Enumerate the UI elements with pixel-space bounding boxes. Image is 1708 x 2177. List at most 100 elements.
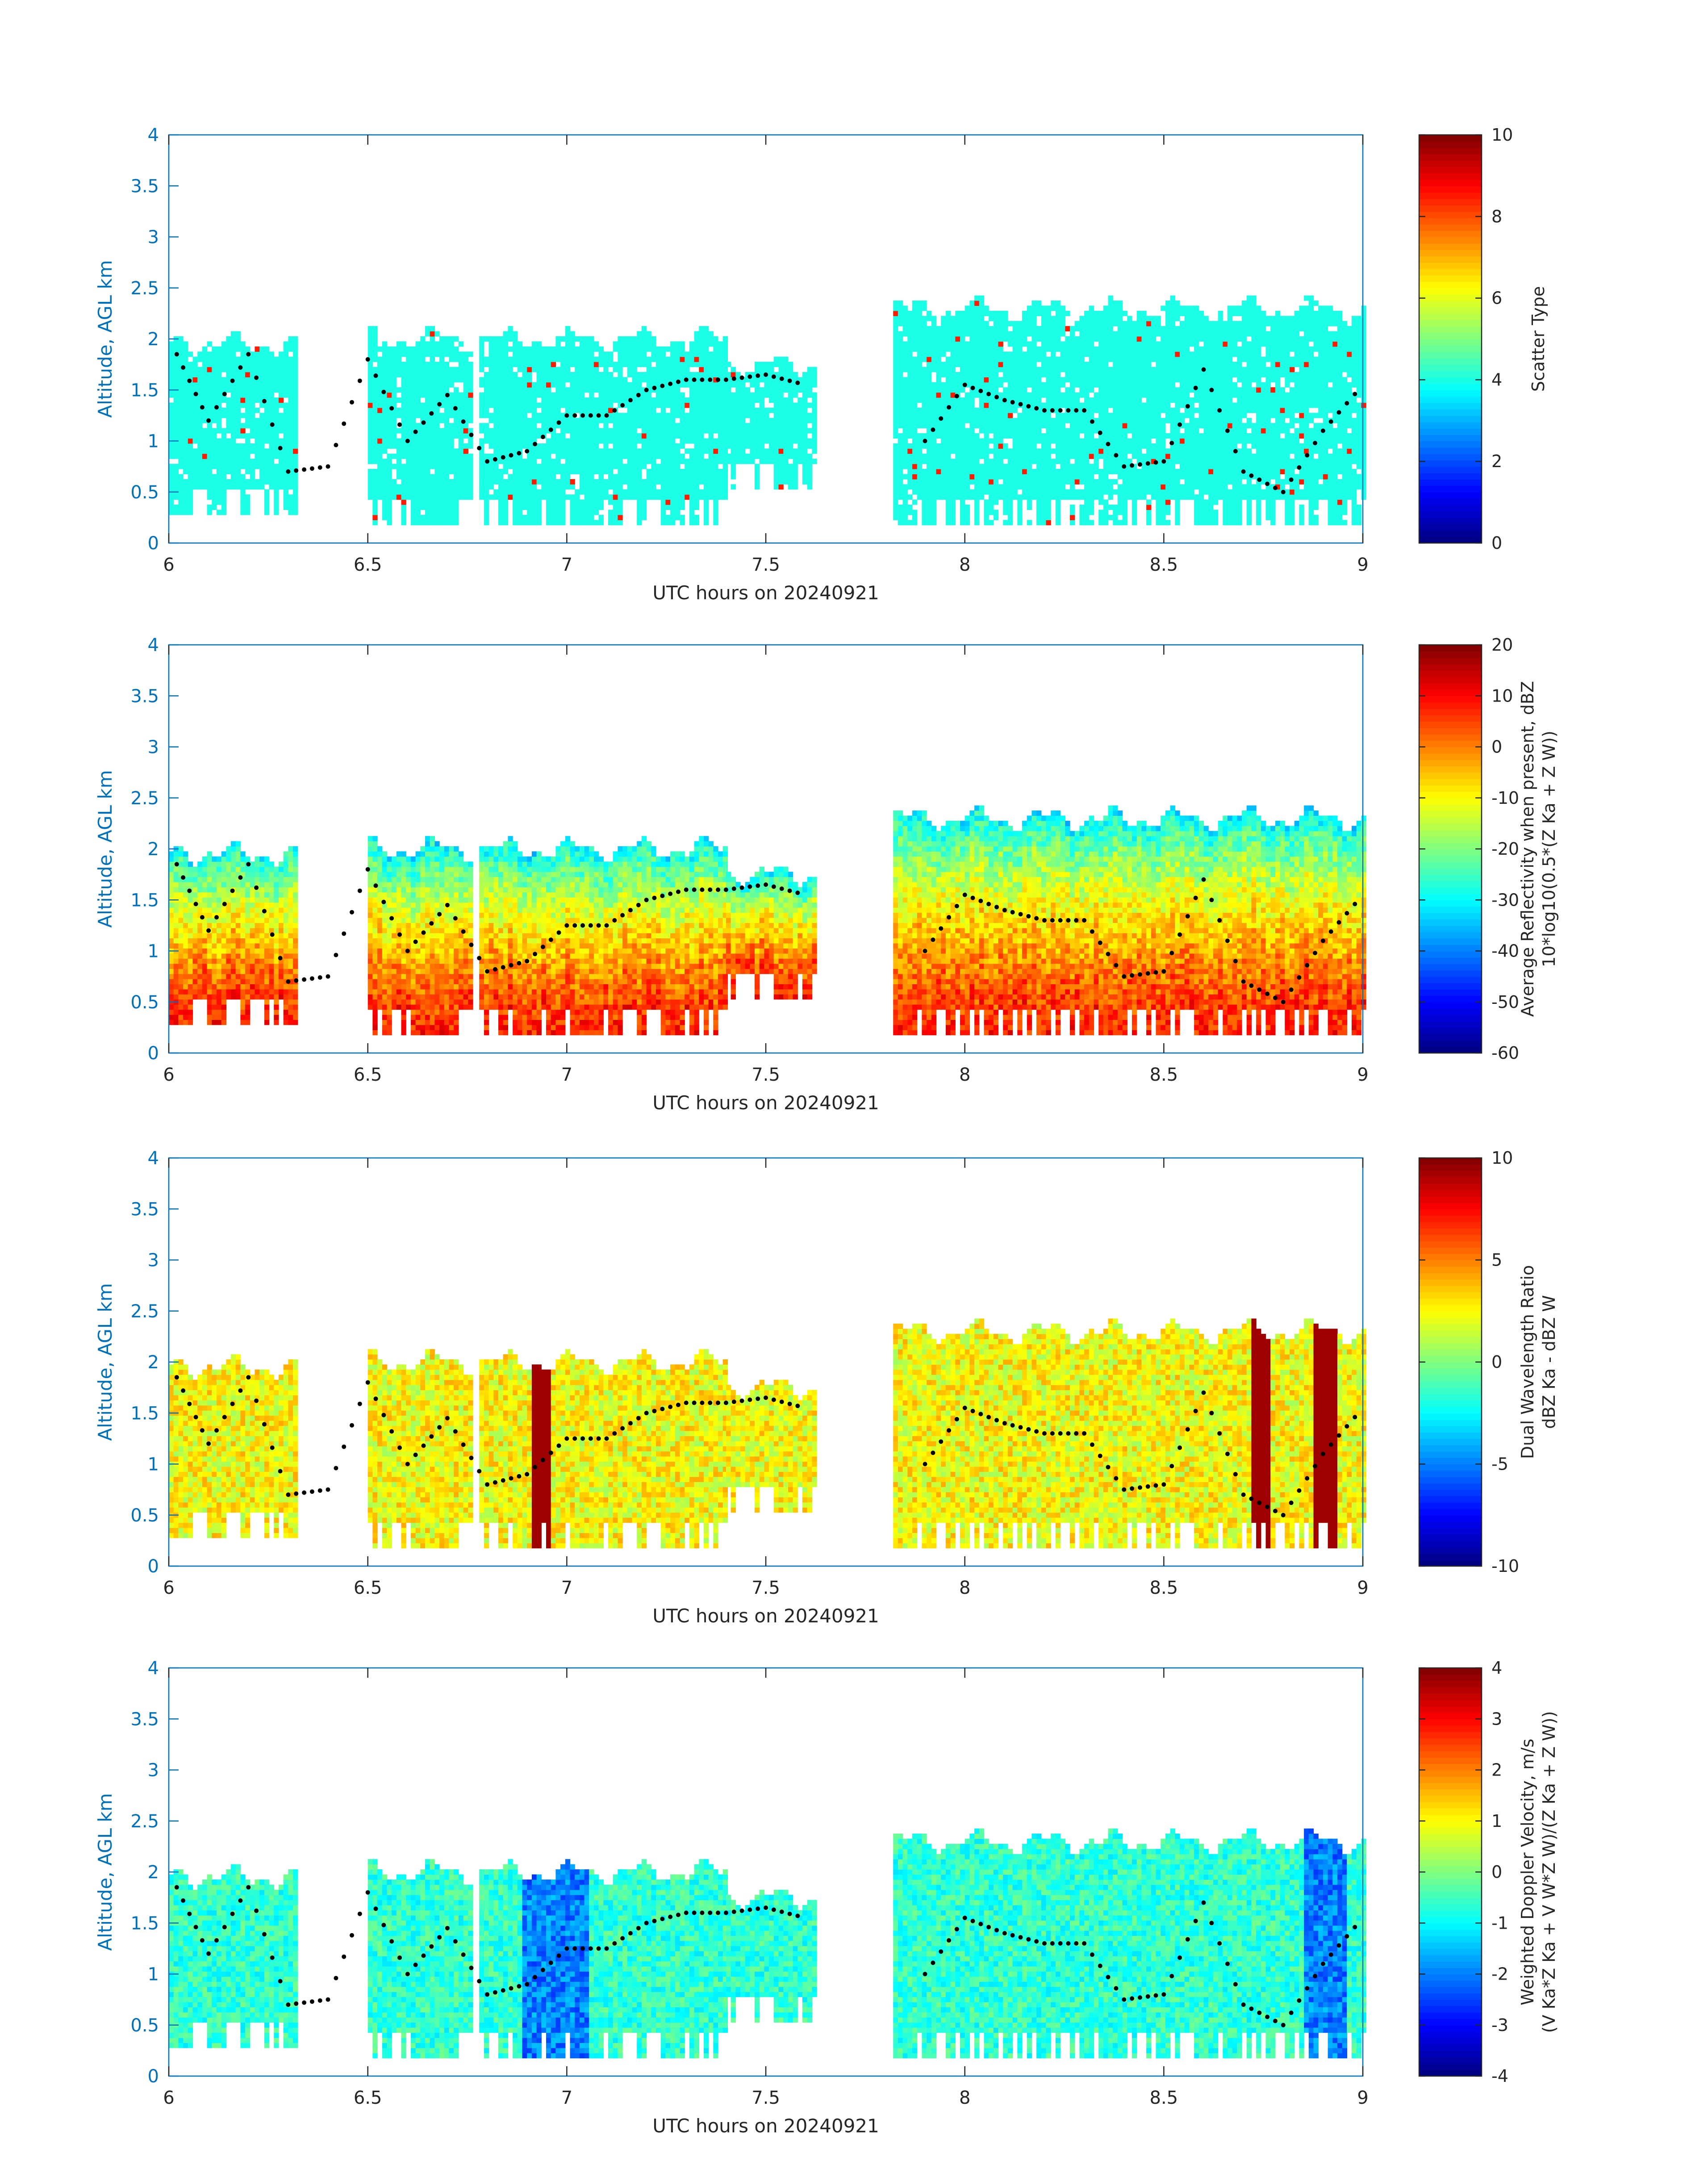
heatmap-cell bbox=[637, 387, 642, 393]
heatmap-cell bbox=[647, 362, 651, 367]
heatmap-cell bbox=[565, 351, 570, 357]
heatmap-cell bbox=[694, 372, 699, 377]
heatmap-cell bbox=[642, 377, 647, 382]
heatmap-cell bbox=[656, 362, 661, 367]
heatmap-cell bbox=[293, 464, 298, 469]
heatmap-cell bbox=[555, 443, 560, 449]
heatmap-cell bbox=[169, 382, 174, 388]
heatmap-cell bbox=[522, 433, 527, 439]
heatmap-cell bbox=[508, 362, 513, 367]
heatmap-cell bbox=[174, 510, 179, 515]
heatmap-cell bbox=[236, 387, 241, 393]
heatmap-cell bbox=[377, 423, 382, 428]
heatmap-cell bbox=[293, 372, 298, 377]
heatmap-cell bbox=[245, 448, 250, 454]
heatmap-cell bbox=[382, 484, 387, 489]
heatmap-cell bbox=[498, 387, 503, 393]
heatmap-cell bbox=[546, 489, 551, 495]
heatmap-cell bbox=[670, 433, 675, 439]
heatmap-cell bbox=[518, 362, 522, 367]
heatmap-cell bbox=[713, 448, 718, 454]
heatmap-cell bbox=[518, 377, 522, 382]
heatmap-cell bbox=[632, 403, 637, 408]
heatmap-cell bbox=[377, 489, 382, 495]
heatmap-cell bbox=[264, 362, 269, 367]
heatmap-cell bbox=[464, 489, 468, 495]
heatmap-cell bbox=[193, 362, 198, 367]
heatmap-cell bbox=[627, 428, 632, 434]
heatmap-cell bbox=[642, 433, 647, 439]
heatmap-cell bbox=[430, 326, 435, 331]
heatmap-cell bbox=[231, 372, 236, 377]
heatmap-cell bbox=[551, 489, 556, 495]
heatmap-cell bbox=[532, 413, 537, 418]
heatmap-cell bbox=[647, 393, 651, 398]
heatmap-cell bbox=[174, 403, 179, 408]
heatmap-cell bbox=[565, 387, 570, 393]
heatmap-cell bbox=[647, 372, 651, 377]
heatmap-cell bbox=[594, 479, 599, 485]
heatmap-cell bbox=[675, 484, 680, 489]
heatmap-cell bbox=[212, 357, 217, 362]
heatmap-cell bbox=[599, 393, 604, 398]
heatmap-cell bbox=[675, 469, 680, 474]
heatmap-cell bbox=[439, 357, 444, 362]
heatmap-cell bbox=[551, 500, 556, 505]
heatmap-cell bbox=[387, 459, 392, 464]
heatmap-cell bbox=[212, 484, 217, 489]
heatmap-cell bbox=[618, 520, 622, 525]
heatmap-cell bbox=[279, 484, 284, 489]
heatmap-cell bbox=[675, 448, 680, 454]
heatmap-cell bbox=[484, 413, 489, 418]
heatmap-cell bbox=[546, 520, 551, 525]
heatmap-cell bbox=[392, 377, 397, 382]
heatmap-cell bbox=[212, 443, 217, 449]
heatmap-cell bbox=[459, 351, 464, 357]
heatmap-cell bbox=[468, 474, 473, 480]
heatmap-cell bbox=[372, 393, 377, 398]
heatmap-cell bbox=[585, 433, 589, 439]
heatmap-cell bbox=[608, 372, 613, 377]
heatmap-cell bbox=[231, 382, 236, 388]
heatmap-cell bbox=[425, 423, 430, 428]
heatmap-cell bbox=[240, 454, 245, 459]
heatmap-cell bbox=[565, 469, 570, 474]
heatmap-cell bbox=[560, 393, 565, 398]
heatmap-cell bbox=[651, 464, 656, 469]
heatmap-cell bbox=[288, 474, 293, 480]
heatmap-cell bbox=[444, 367, 449, 372]
heatmap-cell bbox=[661, 367, 666, 372]
heatmap-cell bbox=[236, 408, 241, 413]
heatmap-cell bbox=[387, 494, 392, 500]
heatmap-cell bbox=[250, 403, 255, 408]
heatmap-cell bbox=[454, 387, 459, 393]
heatmap-cell bbox=[580, 500, 585, 505]
heatmap-cell bbox=[493, 413, 498, 418]
heatmap-cell bbox=[387, 387, 392, 393]
heatmap-cell bbox=[183, 382, 188, 388]
heatmap-cell bbox=[527, 351, 532, 357]
heatmap-cell bbox=[416, 397, 421, 403]
heatmap-cell bbox=[546, 367, 551, 372]
heatmap-cell bbox=[541, 474, 546, 480]
heatmap-cell bbox=[207, 484, 212, 489]
heatmap-cell bbox=[565, 347, 570, 352]
heatmap-cell bbox=[169, 494, 174, 500]
heatmap-cell bbox=[541, 397, 546, 403]
heatmap-cell bbox=[387, 500, 392, 505]
heatmap-cell bbox=[637, 489, 642, 495]
heatmap-cell bbox=[665, 357, 670, 362]
heatmap-cell bbox=[484, 393, 489, 398]
heatmap-cell bbox=[680, 489, 685, 495]
heatmap-cell bbox=[454, 510, 459, 515]
heatmap-cell bbox=[632, 341, 637, 347]
heatmap-cell bbox=[651, 397, 656, 403]
heatmap-cell bbox=[377, 439, 382, 444]
heatmap-cell bbox=[269, 433, 274, 439]
heatmap-cell bbox=[293, 351, 298, 357]
heatmap-cell bbox=[269, 397, 274, 403]
heatmap-cell bbox=[689, 439, 694, 444]
heatmap-cell bbox=[449, 489, 454, 495]
heatmap-cell bbox=[627, 367, 632, 372]
heatmap-cell bbox=[397, 387, 401, 393]
